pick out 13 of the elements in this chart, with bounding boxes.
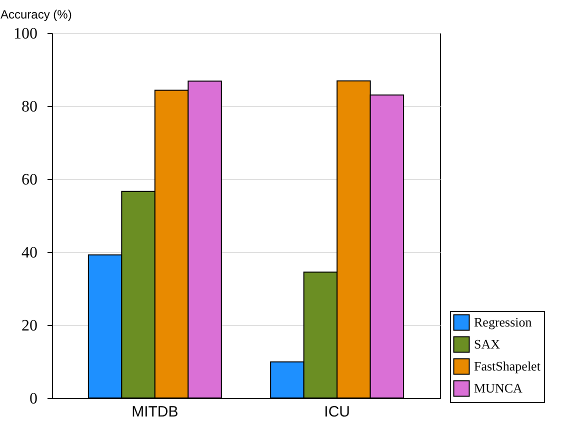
y-tick-label: 100 bbox=[14, 26, 38, 42]
legend-label: MUNCA bbox=[474, 380, 524, 396]
x-tick-label: MITDB bbox=[132, 404, 178, 420]
y-tick-label: 60 bbox=[22, 172, 38, 188]
y-tick-label: 0 bbox=[30, 390, 38, 408]
y-tick-label: 20 bbox=[22, 318, 38, 334]
y-tick-label: 40 bbox=[22, 244, 38, 262]
y-tick-label: 80 bbox=[22, 98, 38, 116]
y-axis-title: Accuracy (%) bbox=[0, 8, 72, 22]
legend-label: FastShapelet bbox=[474, 358, 541, 374]
legend-label: Regression bbox=[474, 314, 532, 330]
x-tick-label: ICU bbox=[324, 404, 350, 420]
legend-label: SAX bbox=[474, 336, 501, 352]
